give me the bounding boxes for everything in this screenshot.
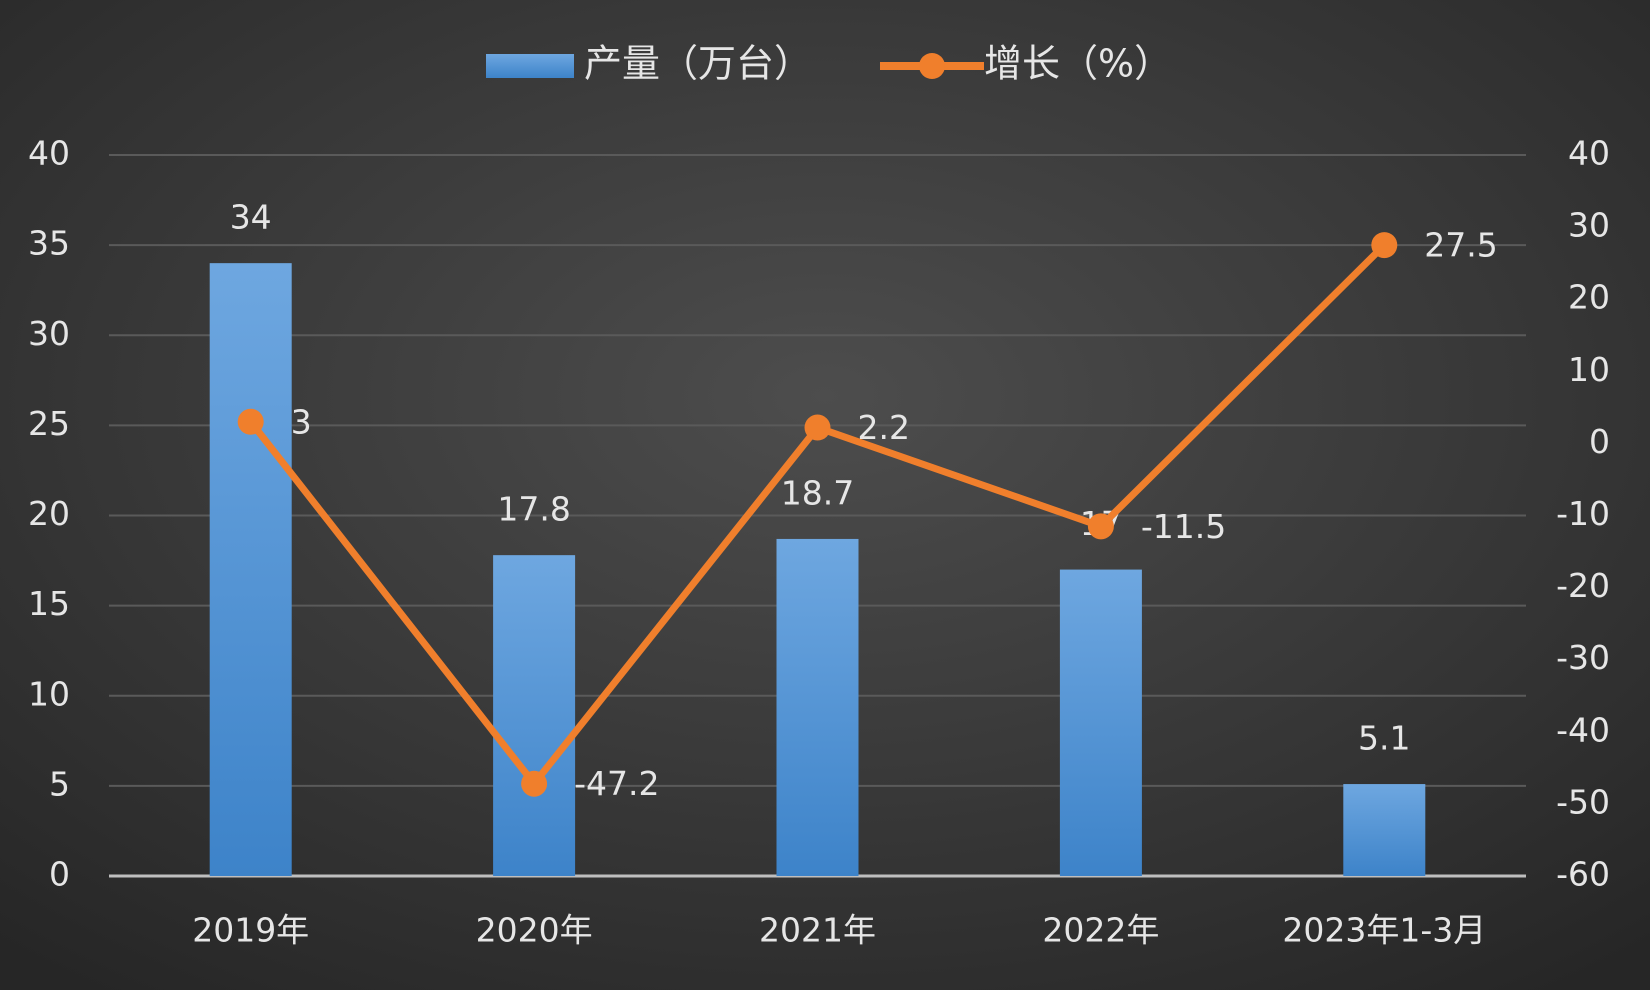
y2-tick-label: 0 [1589, 422, 1610, 461]
y2-tick-label: -20 [1556, 566, 1610, 605]
y2-tick-label: 10 [1568, 350, 1610, 389]
line-marker [237, 408, 264, 435]
y-tick-label: 10 [28, 674, 70, 713]
legend-label: 产量（万台） [584, 42, 812, 86]
bar [1343, 784, 1426, 876]
y-tick-label: 25 [28, 404, 70, 443]
y2-tick-label: 40 [1568, 134, 1610, 173]
bar [209, 263, 292, 876]
y2-tick-label: 20 [1568, 278, 1610, 317]
legend-swatch [486, 54, 574, 78]
line-value-label: 3 [291, 402, 312, 441]
x-tick-label: 2023年1-3月 [1282, 911, 1486, 950]
bar-value-label: 18.7 [781, 473, 854, 512]
line-value-label: 2.2 [858, 408, 910, 447]
x-tick-label: 2022年 [1042, 911, 1159, 950]
bar [776, 538, 859, 876]
y-tick-label: 35 [28, 224, 70, 263]
y2-tick-label: -40 [1556, 710, 1610, 749]
y-tick-label: 5 [49, 764, 70, 803]
line-marker [521, 770, 548, 797]
x-tick-label: 2019年 [192, 911, 309, 950]
bar [1059, 569, 1142, 876]
y2-tick-label: -30 [1556, 638, 1610, 677]
legend-label: 增长（%） [984, 42, 1172, 86]
line-marker [804, 414, 831, 441]
bar [493, 555, 576, 876]
y2-tick-label: -60 [1556, 855, 1610, 894]
x-tick-label: 2020年 [476, 911, 593, 950]
x-tick-label: 2021年 [759, 911, 876, 950]
y-tick-label: 20 [28, 494, 70, 533]
bar-value-label: 34 [230, 198, 272, 237]
bar-value-label: 17.8 [497, 490, 570, 529]
line-value-label: 27.5 [1424, 226, 1497, 265]
bar-value-label: 5.1 [1358, 719, 1410, 758]
line-value-label: -11.5 [1141, 507, 1226, 546]
y2-tick-label: -50 [1556, 782, 1610, 821]
line-value-label: -47.2 [574, 764, 659, 803]
line-marker [1371, 232, 1398, 259]
y2-tick-label: -10 [1556, 494, 1610, 533]
y-tick-label: 30 [28, 314, 70, 353]
y-tick-label: 15 [28, 584, 70, 623]
legend-marker [919, 53, 945, 79]
line-marker [1087, 513, 1114, 540]
y-tick-label: 40 [28, 134, 70, 173]
y2-tick-label: 30 [1568, 206, 1610, 245]
y-tick-label: 0 [49, 855, 70, 894]
